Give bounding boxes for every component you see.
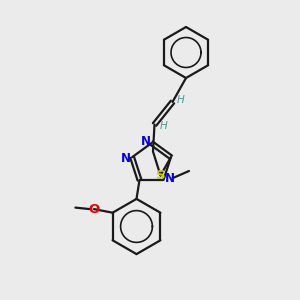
Text: N: N bbox=[164, 172, 175, 185]
Text: N: N bbox=[121, 152, 131, 165]
Text: H: H bbox=[177, 94, 185, 105]
Text: S: S bbox=[156, 169, 165, 182]
Text: H: H bbox=[160, 121, 167, 131]
Text: O: O bbox=[88, 202, 99, 216]
Text: N: N bbox=[141, 135, 151, 148]
